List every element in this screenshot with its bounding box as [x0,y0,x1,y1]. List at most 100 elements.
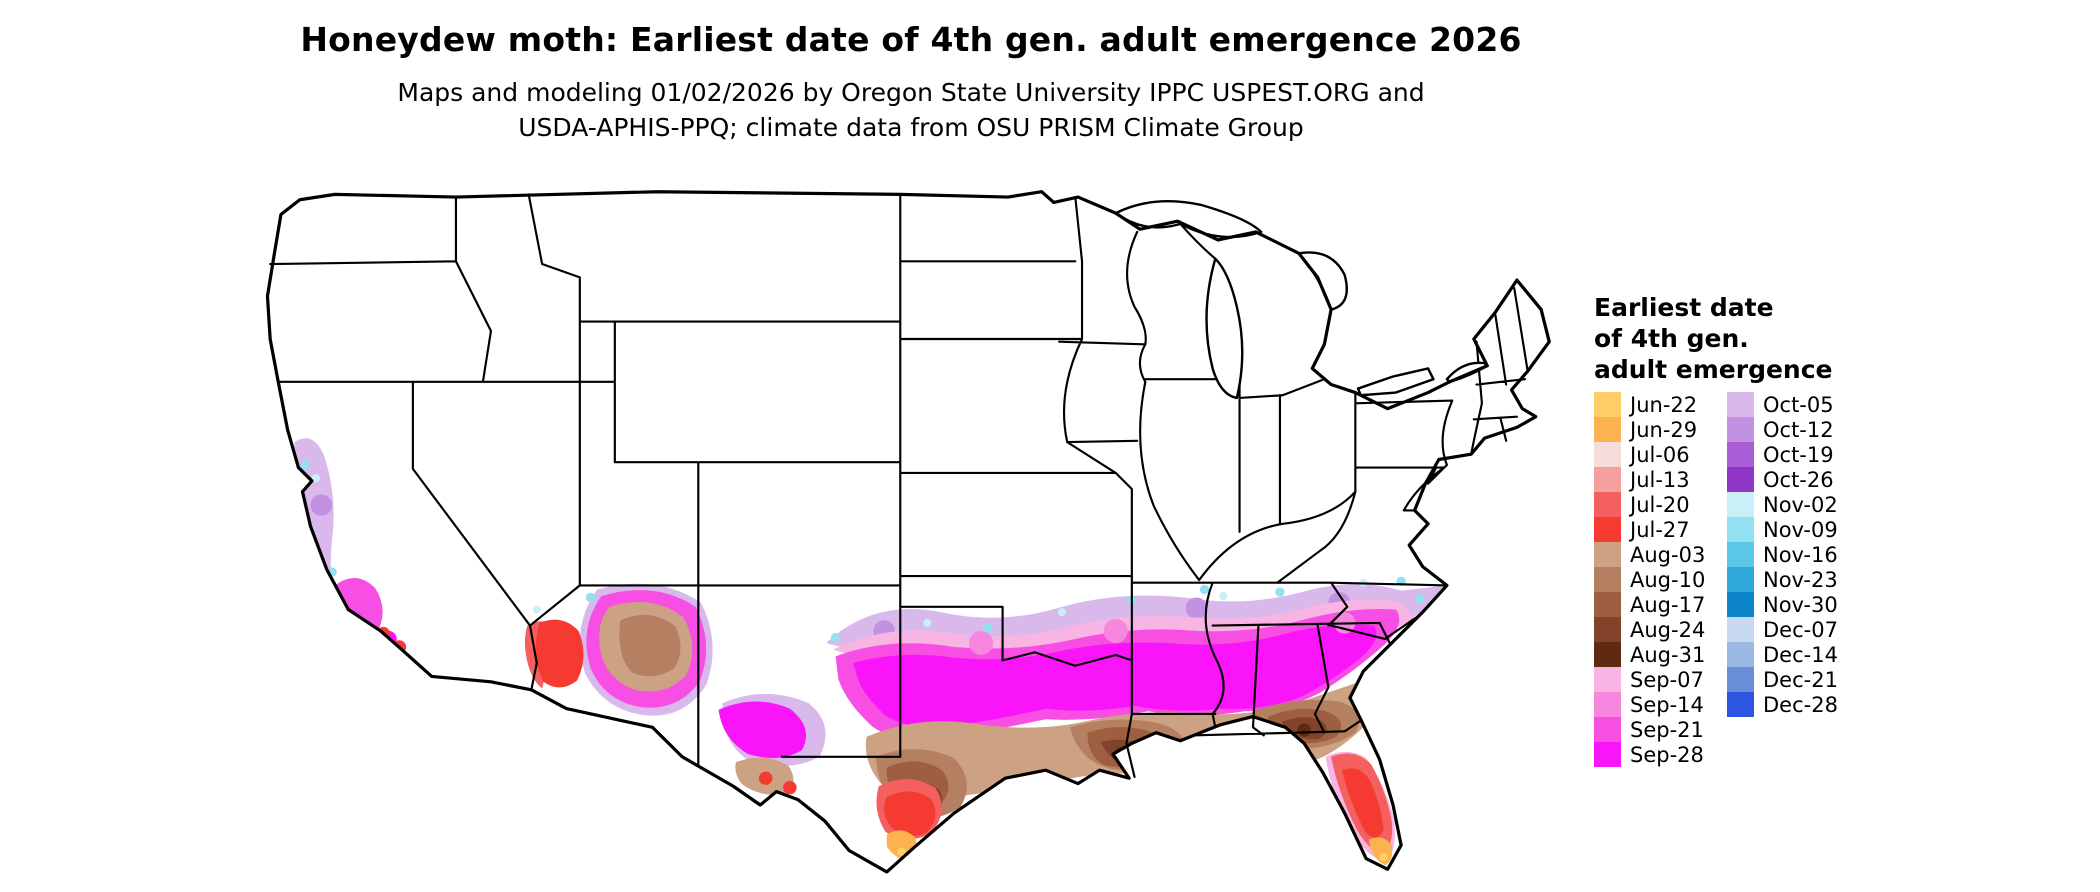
legend-swatch [1594,392,1621,417]
us-emergence-map [254,181,1560,884]
legend-label: Nov-30 [1763,592,1838,617]
legend-item: Jul-20 [1594,492,1727,517]
legend-item: Jun-29 [1594,417,1727,442]
lake-michigan [1205,257,1244,400]
legend-swatch [1727,417,1754,442]
us-outline [265,190,1551,874]
legend-title-line-2: of 4th gen. [1594,324,1749,353]
legend-item: Jul-06 [1594,442,1727,467]
legend-swatch [1727,392,1754,417]
legend-item: Oct-19 [1727,442,1860,467]
legend: Earliest date of 4th gen. adult emergenc… [1594,292,2024,767]
legend-swatch [1594,717,1621,742]
legend-swatch [1727,692,1754,717]
legend-label: Oct-26 [1763,467,1834,492]
legend-swatch [1727,442,1754,467]
region-jun-29 [886,830,1393,866]
state-borders [269,193,1529,778]
legend-item: Dec-21 [1727,667,1860,692]
legend-item: Dec-07 [1727,617,1860,642]
legend-swatch [1727,667,1754,692]
region-jun-22 [897,847,1388,872]
legend-column-1: Jun-22 Jun-29 Jul-06 Jul-13 Jul-20 Jul-2… [1594,392,1727,767]
lake-erie [1356,367,1435,397]
legend-swatch [1727,617,1754,642]
subtitle-line-2: USDA-APHIS-PPQ; climate data from OSU PR… [518,113,1304,142]
legend-swatch [1727,567,1754,592]
legend-label: Oct-19 [1763,442,1834,467]
legend-item: Dec-14 [1727,642,1860,667]
legend-swatch [1594,542,1621,567]
legend-item: Sep-14 [1594,692,1727,717]
legend-label: Dec-28 [1763,692,1838,717]
legend-label: Sep-21 [1630,717,1704,742]
legend-item: Aug-03 [1594,542,1727,567]
legend-item: Oct-05 [1727,392,1860,417]
subtitle-line-1: Maps and modeling 01/02/2026 by Oregon S… [397,78,1425,107]
legend-swatch [1594,567,1621,592]
legend-label: Dec-14 [1763,642,1838,667]
legend-swatch [1727,642,1754,667]
legend-label: Sep-14 [1630,692,1704,717]
legend-swatch [1727,592,1754,617]
legend-swatch [1594,742,1621,767]
legend-swatch [1594,642,1621,667]
legend-swatch [1727,467,1754,492]
legend-label: Aug-24 [1630,617,1706,642]
legend-title: Earliest date of 4th gen. adult emergenc… [1594,292,2024,385]
legend-title-line-1: Earliest date [1594,293,1774,322]
legend-swatch [1594,417,1621,442]
page-title: Honeydew moth: Earliest date of 4th gen.… [300,20,1522,59]
great-lakes [1114,200,1489,400]
legend-item: Oct-12 [1727,417,1860,442]
legend-item: Jul-13 [1594,467,1727,492]
legend-label: Jul-13 [1630,467,1690,492]
legend-item: Aug-31 [1594,642,1727,667]
legend-swatch [1594,667,1621,692]
legend-label: Dec-07 [1763,617,1838,642]
legend-item: Aug-10 [1594,567,1727,592]
legend-swatch [1594,592,1621,617]
legend-item: Nov-23 [1727,567,1860,592]
legend-label: Aug-31 [1630,642,1706,667]
legend-item: Aug-17 [1594,592,1727,617]
legend-label: Nov-23 [1763,567,1838,592]
legend-label: Sep-07 [1630,667,1704,692]
legend-item: Sep-28 [1594,742,1727,767]
legend-swatch [1594,467,1621,492]
legend-label: Sep-28 [1630,742,1704,767]
legend-item: Jul-27 [1594,517,1727,542]
header: Honeydew moth: Earliest date of 4th gen.… [0,20,1822,145]
lake-superior [1114,200,1263,239]
legend-column-2: Oct-05 Oct-12 Oct-19 Oct-26 Nov-02 Nov-0… [1727,392,1860,767]
legend-swatch [1594,492,1621,517]
legend-swatch [1594,517,1621,542]
legend-label: Aug-17 [1630,592,1706,617]
legend-label: Oct-12 [1763,417,1834,442]
legend-swatch [1594,442,1621,467]
region-oct-05 [293,438,1447,766]
legend-label: Nov-09 [1763,517,1838,542]
legend-swatch [1594,617,1621,642]
legend-item: Nov-02 [1727,492,1860,517]
legend-item: Jun-22 [1594,392,1727,417]
legend-label: Jul-20 [1630,492,1690,517]
legend-item: Oct-26 [1727,467,1860,492]
legend-label: Nov-16 [1763,542,1838,567]
legend-swatch [1727,517,1754,542]
legend-label: Nov-02 [1763,492,1838,517]
legend-label: Jun-22 [1630,392,1698,417]
page-subtitle: Maps and modeling 01/02/2026 by Oregon S… [0,75,1822,145]
legend-columns: Jun-22 Jun-29 Jul-06 Jul-13 Jul-20 Jul-2… [1594,392,2024,767]
us-map-svg [265,190,1551,874]
legend-item: Nov-16 [1727,542,1860,567]
legend-item: Nov-30 [1727,592,1860,617]
legend-item: Sep-21 [1594,717,1727,742]
legend-swatch [1727,492,1754,517]
legend-label: Aug-03 [1630,542,1706,567]
legend-item: Dec-28 [1727,692,1860,717]
legend-swatch [1594,692,1621,717]
legend-label: Jun-29 [1630,417,1698,442]
legend-label: Jul-06 [1630,442,1690,467]
legend-item: Sep-07 [1594,667,1727,692]
